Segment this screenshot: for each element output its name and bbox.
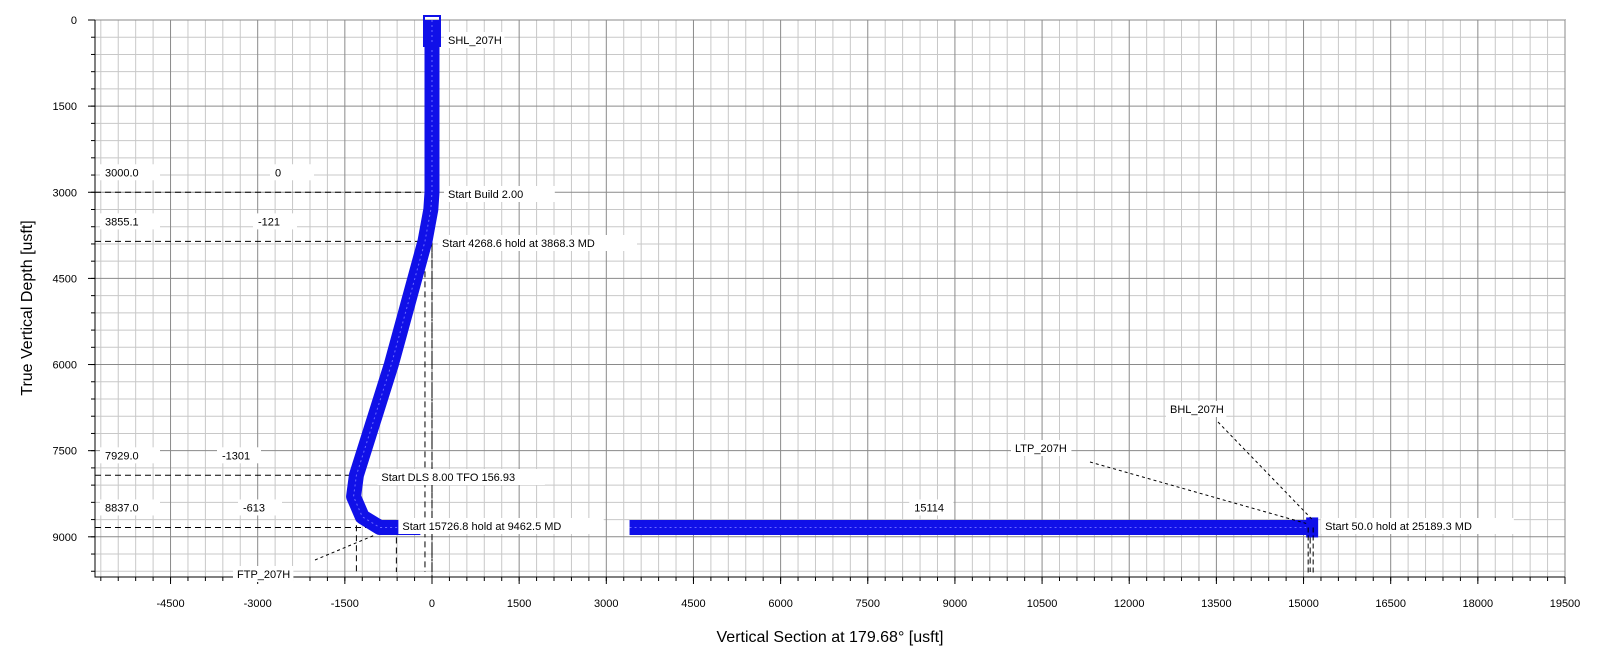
reference-tvd-label: 3855.1 xyxy=(105,216,139,228)
y-tick-label: 4500 xyxy=(53,273,77,285)
x-axis-title: Vertical Section at 179.68° [usft] xyxy=(717,629,944,646)
x-tick-label: 10500 xyxy=(1027,598,1058,610)
reference-vs-label: 0 xyxy=(275,167,281,179)
y-tick-label: 6000 xyxy=(53,360,77,372)
reference-label-box xyxy=(100,499,160,516)
x-tick-label: 4500 xyxy=(681,598,705,610)
reference-label-box xyxy=(217,447,261,464)
x-tick-label: 19500 xyxy=(1550,598,1581,610)
annotation-labels: SHL_207H Start Build 2.00 Start 4268.6 hol… xyxy=(233,32,1514,582)
plot-area xyxy=(94,19,1566,578)
grid xyxy=(94,19,1566,578)
y-tick-label: 3000 xyxy=(53,187,77,199)
y-axis-title: True Vertical Depth [usft] xyxy=(19,220,36,395)
reference-label-box xyxy=(100,164,160,181)
reference-vs-label: -1301 xyxy=(222,450,250,462)
x-tick-label: 1500 xyxy=(507,598,531,610)
x-tick-label: 0 xyxy=(429,598,435,610)
annotation-label: Start 4268.6 hold at 3868.3 MD xyxy=(442,238,595,250)
reference-label-box xyxy=(270,164,314,181)
y-tick-label: 1500 xyxy=(53,101,77,113)
x-tick-label: 6000 xyxy=(768,598,792,610)
annotation-label-box xyxy=(233,566,294,582)
bhl-marker xyxy=(1306,517,1319,538)
reference-lines: 3000.0 0 3855.1 -121 7929.0 -1301 8837.0 -613 15… xyxy=(95,20,1311,577)
x-tick-label: 15000 xyxy=(1288,598,1319,610)
trajectory-inner-pattern xyxy=(353,20,433,528)
ltp-leader-line xyxy=(1089,461,1307,524)
reference-vs-label: -121 xyxy=(258,216,280,228)
reference-tvd-label: 7929.0 xyxy=(105,450,139,462)
reference-vs-label: -613 xyxy=(243,502,265,514)
x-tick-label: 13500 xyxy=(1201,598,1232,610)
axes: -4500 -3000 -1500 0 1500 3000 4500 6000 7500 9000… xyxy=(53,15,1581,610)
y-tick-label: 7500 xyxy=(53,446,77,458)
annotation-label: SHL_207H xyxy=(448,35,502,47)
reference-label-box xyxy=(100,447,160,464)
trajectory-series xyxy=(346,15,1319,538)
annotation-label-box xyxy=(1011,440,1072,456)
reference-label-box xyxy=(253,213,297,230)
x-tick-label: -4500 xyxy=(156,598,184,610)
annotation-label: FTP_207H xyxy=(237,569,290,581)
annotation-label: Start 15726.8 hold at 9462.5 MD xyxy=(402,521,561,533)
reference-tvd-label: 3000.0 xyxy=(105,167,139,179)
annotation-label-box xyxy=(1166,401,1227,417)
reference-label-box xyxy=(238,499,282,516)
x-tick-label: 12000 xyxy=(1114,598,1145,610)
annotation-label-box xyxy=(443,186,555,202)
annotation-leaders xyxy=(314,421,1314,573)
reference-tvd-label: 8837.0 xyxy=(105,502,139,514)
annotation-label-box xyxy=(1321,518,1514,534)
annotation-label: Start Build 2.00 xyxy=(448,189,523,201)
x-tick-label: -3000 xyxy=(244,598,272,610)
x-tick-label: 3000 xyxy=(594,598,618,610)
reference-vs-label: 15114 xyxy=(914,502,944,514)
annotation-label-box xyxy=(377,469,545,485)
annotation-label: Start 50.0 hold at 25189.3 MD xyxy=(1325,521,1472,533)
annotation-label: LTP_207H xyxy=(1015,443,1067,455)
annotation-label: BHL_207H xyxy=(1170,404,1224,416)
reference-label-box xyxy=(100,213,160,230)
annotation-label: Start DLS 8.00 TFO 156.93 xyxy=(381,472,515,484)
y-tick-label: 0 xyxy=(71,15,77,27)
annotation-label-box xyxy=(398,518,604,534)
x-tick-label: 16500 xyxy=(1375,598,1406,610)
ftp-leader-line xyxy=(314,534,375,561)
shl-marker xyxy=(422,15,441,47)
x-tick-label: 18000 xyxy=(1463,598,1494,610)
x-tick-label: -1500 xyxy=(331,598,359,610)
reference-label-box xyxy=(909,499,954,516)
y-tick-label: 9000 xyxy=(53,532,77,544)
annotation-label-box xyxy=(437,235,637,251)
x-tick-label: 9000 xyxy=(943,598,967,610)
annotation-label-box xyxy=(443,32,505,48)
x-tick-label: 7500 xyxy=(856,598,880,610)
bhl-leader-line xyxy=(1217,421,1313,520)
